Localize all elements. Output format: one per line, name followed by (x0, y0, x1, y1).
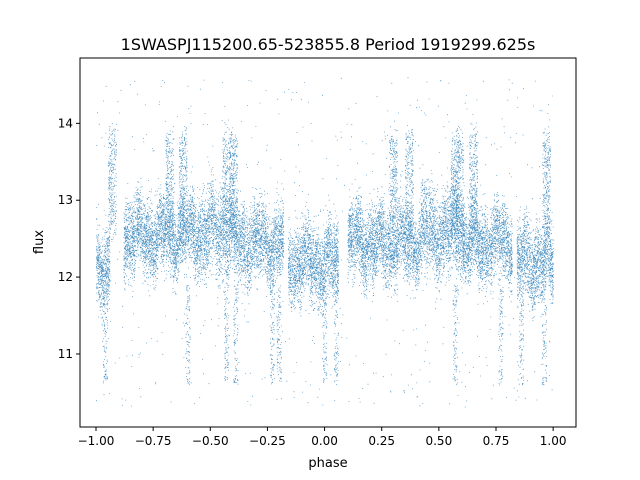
y-tick-label: 12 (58, 270, 73, 284)
x-axis-label: phase (308, 456, 347, 471)
y-axis-label: flux (32, 230, 47, 254)
chart-title: 1SWASPJ115200.65-523855.8 Period 1919299… (121, 35, 536, 54)
y-tick-label: 14 (58, 116, 73, 130)
scatter-points (96, 77, 554, 408)
y-axis: 11 12 13 14 (58, 116, 80, 361)
x-tick-label: −0.50 (192, 434, 229, 448)
x-tick-label: −0.75 (135, 434, 172, 448)
y-tick-label: 13 (58, 193, 73, 207)
y-tick-label: 11 (58, 347, 73, 361)
x-tick-label: 0.25 (368, 434, 395, 448)
data-points (96, 77, 554, 408)
x-axis: −1.00 −0.75 −0.50 −0.25 0.00 0.25 0.50 0.75 1.00 (78, 427, 567, 448)
plot-frame (79, 57, 577, 428)
x-tick-label: −1.00 (78, 434, 115, 448)
x-tick-label: 1.00 (540, 434, 567, 448)
x-tick-label: 0.50 (425, 434, 452, 448)
x-tick-label: 0.75 (483, 434, 510, 448)
x-tick-label: 0.00 (311, 434, 338, 448)
x-tick-label: −0.25 (249, 434, 286, 448)
